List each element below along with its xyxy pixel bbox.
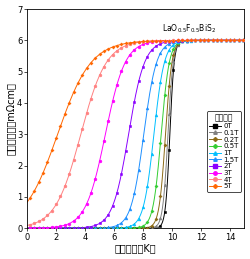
Legend: 0T, 0.1T, 0.2T, 0.5T, 1T, 1.5T, 2T, 3T, 4T, 5T: 0T, 0.1T, 0.2T, 0.5T, 1T, 1.5T, 2T, 3T, … (207, 111, 241, 192)
Y-axis label: 電気抵抗率（mΩcm）: 電気抵抗率（mΩcm） (6, 82, 16, 155)
X-axis label: 絶対温度（K）: 絶対温度（K） (115, 243, 156, 254)
Text: LaO$_{0.5}$F$_{0.5}$BiS$_2$: LaO$_{0.5}$F$_{0.5}$BiS$_2$ (162, 22, 216, 35)
